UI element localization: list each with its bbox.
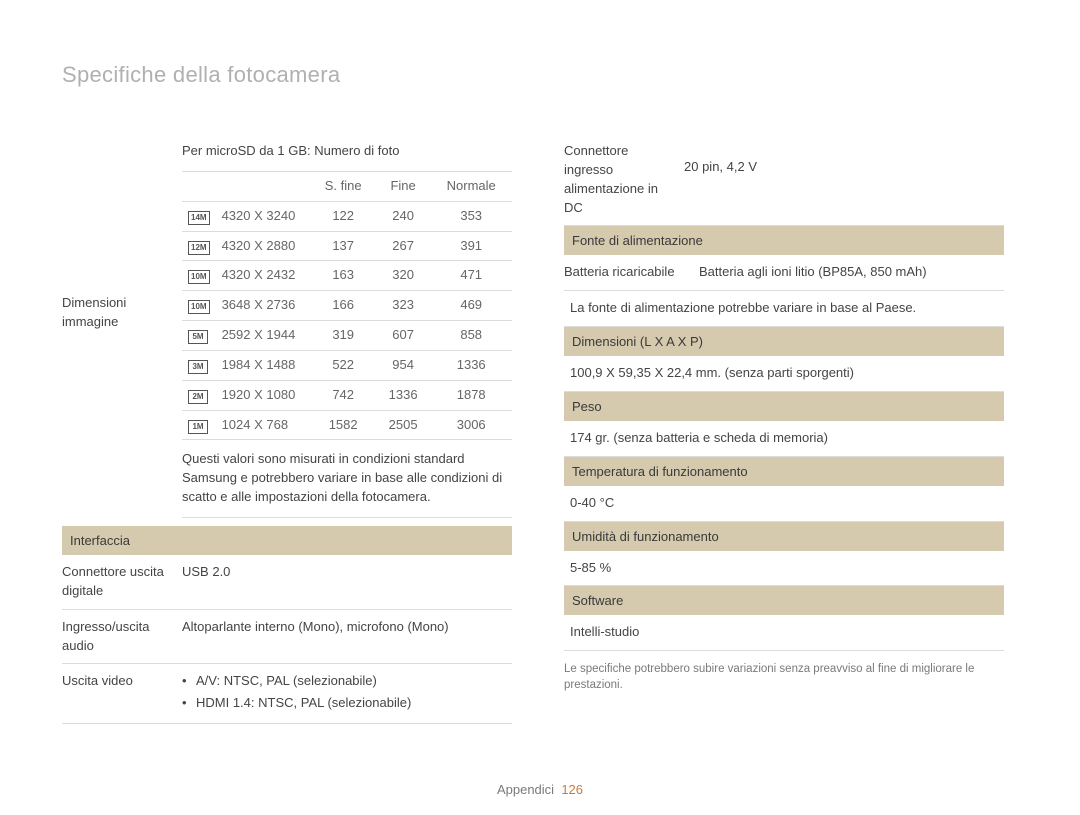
dc-label: Connettore ingresso alimentazione in DC — [564, 134, 684, 225]
battery-row: Batteria ricaricabile Batteria agli ioni… — [564, 255, 1004, 291]
res-icon: 3M — [188, 360, 208, 374]
soft-value: Intelli-studio — [564, 615, 1004, 651]
video-row: Uscita video A/V: NTSC, PAL (selezionabi… — [62, 664, 512, 723]
image-size-row: Dimensioni immagine Per microSD da 1 GB:… — [62, 134, 512, 526]
audio-label: Ingresso/uscita audio — [62, 610, 182, 664]
power-header: Fonte di alimentazione — [564, 226, 1004, 255]
resolution: 4320 X 2432 — [216, 261, 311, 291]
res-icon: 10M — [188, 270, 210, 284]
soft-header: Software — [564, 586, 1004, 615]
col-normale: Normale — [430, 171, 512, 201]
page-title: Specifiche della fotocamera — [62, 62, 1020, 88]
temp-value: 0-40 °C — [564, 486, 1004, 522]
right-column: Connettore ingresso alimentazione in DC … — [564, 134, 1004, 724]
resolution: 1024 X 768 — [216, 410, 311, 440]
photo-header-row: S. fine Fine Normale — [182, 171, 512, 201]
image-size-label: Dimensioni immagine — [62, 134, 182, 340]
footer-label: Appendici — [497, 782, 554, 797]
res-icon: 2M — [188, 390, 208, 404]
humid-header: Umidità di funzionamento — [564, 522, 1004, 551]
table-row: 12M 4320 X 2880 137 267 391 — [182, 231, 512, 261]
res-icon: 14M — [188, 211, 210, 225]
resolution: 2592 X 1944 — [216, 321, 311, 351]
table-row: 3M 1984 X 1488 522 954 1336 — [182, 350, 512, 380]
page-footer: Appendici 126 — [0, 782, 1080, 797]
table-row: 1M 1024 X 768 1582 2505 3006 — [182, 410, 512, 440]
video-bullets: A/V: NTSC, PAL (selezionabile) HDMI 1.4:… — [182, 664, 512, 722]
video-bullet-1: A/V: NTSC, PAL (selezionabile) — [196, 670, 377, 692]
table-row: 10M 3648 X 2736 166 323 469 — [182, 291, 512, 321]
interface-header: Interfaccia — [62, 526, 512, 555]
usb-row: Connettore uscita digitale USB 2.0 — [62, 555, 512, 610]
power-note: La fonte di alimentazione potrebbe varia… — [564, 291, 1004, 327]
photo-intro: Per microSD da 1 GB: Numero di foto — [182, 134, 512, 171]
resolution: 1920 X 1080 — [216, 380, 311, 410]
resolution: 4320 X 3240 — [216, 201, 311, 231]
photo-note: Questi valori sono misurati in condizion… — [182, 440, 512, 518]
res-icon: 12M — [188, 241, 210, 255]
res-icon: 10M — [188, 300, 210, 314]
usb-label: Connettore uscita digitale — [62, 555, 182, 609]
res-icon: 5M — [188, 330, 208, 344]
dc-row: Connettore ingresso alimentazione in DC … — [564, 134, 1004, 226]
content-columns: Dimensioni immagine Per microSD da 1 GB:… — [62, 134, 1020, 724]
table-row: 5M 2592 X 1944 319 607 858 — [182, 321, 512, 351]
battery-value: Batteria agli ioni litio (BP85A, 850 mAh… — [699, 255, 1004, 290]
left-column: Dimensioni immagine Per microSD da 1 GB:… — [62, 134, 512, 724]
footer-page: 126 — [561, 782, 583, 797]
battery-label: Batteria ricaricabile — [564, 255, 699, 290]
weight-header: Peso — [564, 392, 1004, 421]
table-row: 2M 1920 X 1080 742 1336 1878 — [182, 380, 512, 410]
audio-value: Altoparlante interno (Mono), microfono (… — [182, 610, 512, 645]
res-icon: 1M — [188, 420, 208, 434]
resolution: 4320 X 2880 — [216, 231, 311, 261]
dims-value: 100,9 X 59,35 X 22,4 mm. (senza parti sp… — [564, 356, 1004, 392]
audio-row: Ingresso/uscita audio Altoparlante inter… — [62, 610, 512, 665]
table-row: 14M 4320 X 3240 122 240 353 — [182, 201, 512, 231]
video-bullet-2: HDMI 1.4: NTSC, PAL (selezionabile) — [196, 692, 411, 714]
col-fine: Fine — [376, 171, 431, 201]
temp-header: Temperatura di funzionamento — [564, 457, 1004, 486]
resolution: 3648 X 2736 — [216, 291, 311, 321]
video-label: Uscita video — [62, 664, 182, 699]
dc-value: 20 pin, 4,2 V — [684, 134, 1004, 185]
photo-block: Per microSD da 1 GB: Numero di foto S. f… — [182, 134, 512, 526]
usb-value: USB 2.0 — [182, 555, 512, 590]
col-sfine: S. fine — [311, 171, 376, 201]
disclaimer: Le specifiche potrebbero subire variazio… — [564, 651, 1004, 693]
humid-value: 5-85 % — [564, 551, 1004, 587]
resolution: 1984 X 1488 — [216, 350, 311, 380]
weight-value: 174 gr. (senza batteria e scheda di memo… — [564, 421, 1004, 457]
table-row: 10M 4320 X 2432 163 320 471 — [182, 261, 512, 291]
photo-table: S. fine Fine Normale 14M 4320 X 3240 122… — [182, 171, 512, 441]
dims-header: Dimensioni (L X A X P) — [564, 327, 1004, 356]
